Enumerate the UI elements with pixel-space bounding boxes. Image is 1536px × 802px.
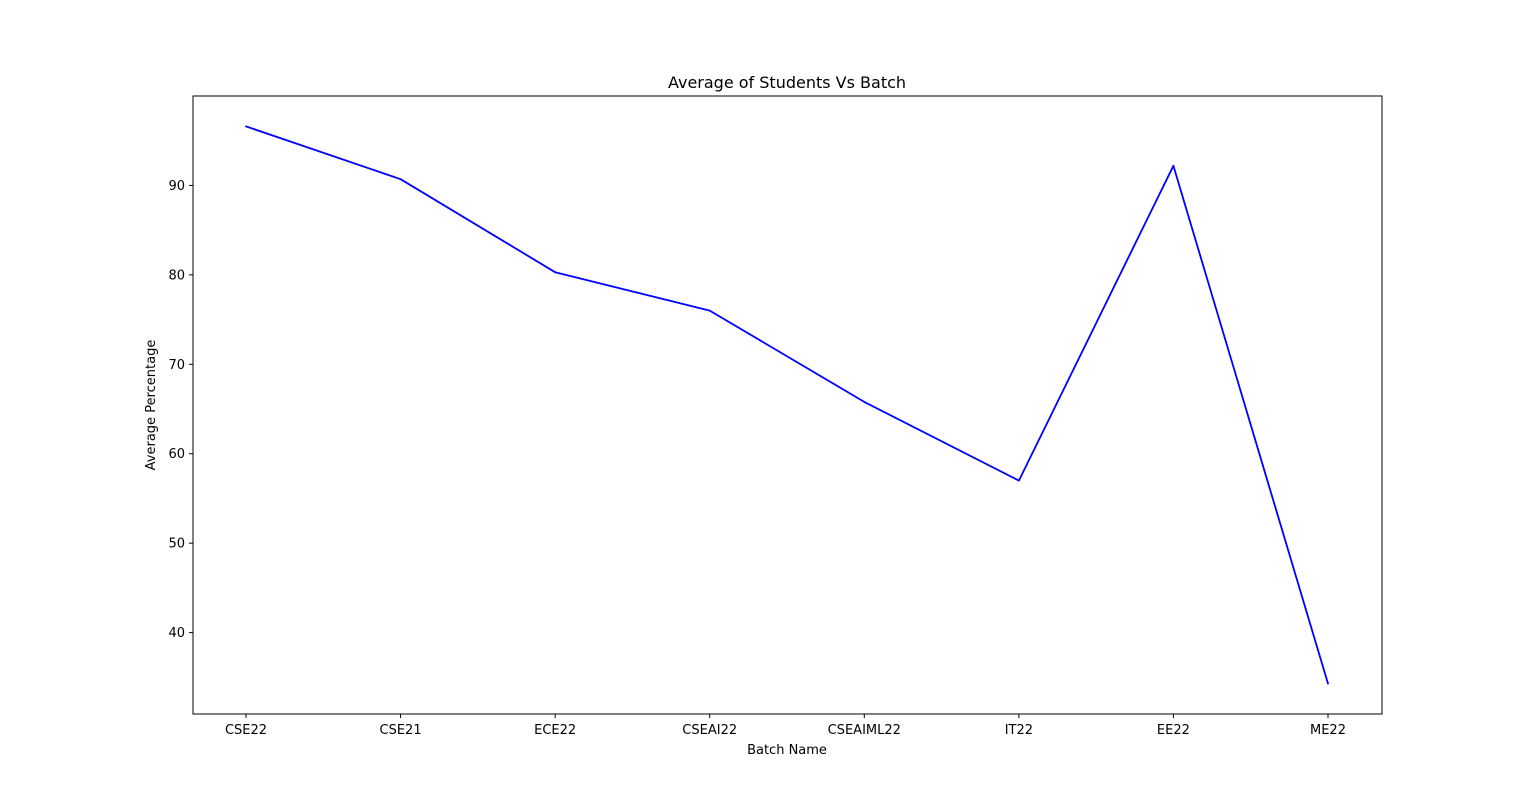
y-tick-label: 70 (168, 358, 185, 373)
x-tick-label: CSE22 (225, 723, 267, 738)
x-tick-label: ME22 (1310, 723, 1346, 738)
y-tick-label: 40 (168, 626, 185, 641)
plot-frame (192, 95, 1383, 715)
data-point (399, 178, 402, 181)
y-tick-label: 60 (168, 447, 185, 462)
data-point (708, 309, 711, 312)
x-tick-label: CSEAI22 (682, 723, 737, 738)
x-tick-label: CSEAIML22 (828, 723, 901, 738)
y-tick-label: 90 (168, 179, 185, 194)
data-point (1017, 479, 1020, 482)
y-tick-label: 50 (168, 537, 185, 552)
series-group (245, 125, 1329, 685)
data-point (554, 271, 557, 274)
chart-title: Average of Students Vs Batch (668, 73, 906, 92)
series-line (245, 125, 1329, 684)
data-point (1172, 164, 1175, 167)
x-tick-label: IT22 (1005, 723, 1033, 738)
x-axis: CSE22 CSE21 ECE22 CSEAI22 CSEAIML22 IT22 EE22 M… (225, 714, 1346, 738)
data-point (1327, 682, 1329, 685)
y-tick-label: 80 (168, 268, 185, 283)
data-point (245, 125, 247, 128)
x-tick-label: EE22 (1157, 723, 1190, 738)
y-axis: 40 50 60 70 80 90 (168, 179, 193, 641)
plot-area (192, 95, 1383, 715)
x-tick-label: ECE22 (534, 723, 576, 738)
data-point (863, 400, 866, 403)
x-tick-label: CSE21 (380, 723, 422, 738)
x-axis-label: Batch Name (747, 743, 827, 758)
y-axis-label: Average Percentage (144, 340, 159, 471)
